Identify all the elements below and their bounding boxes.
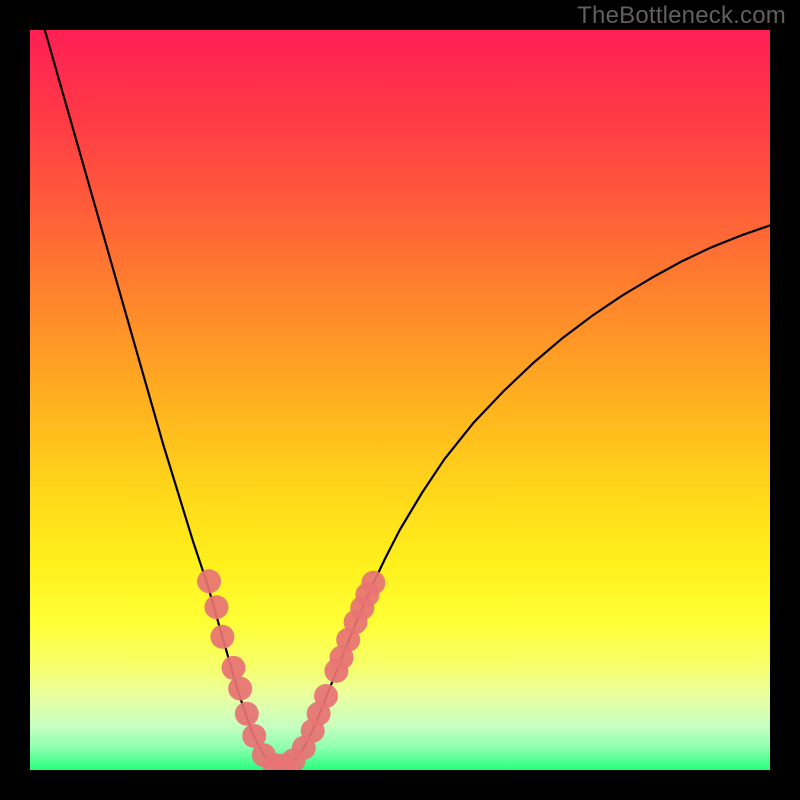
marker-dot — [197, 569, 221, 593]
plot-background — [30, 30, 770, 770]
marker-dot — [222, 656, 246, 680]
marker-dot — [235, 702, 259, 726]
marker-dot — [361, 571, 385, 595]
marker-dot — [204, 595, 228, 619]
chart-svg — [0, 0, 800, 800]
marker-dot — [314, 684, 338, 708]
marker-dot — [228, 677, 252, 701]
chart-stage: TheBottleneck.com — [0, 0, 800, 800]
marker-dot — [210, 625, 234, 649]
